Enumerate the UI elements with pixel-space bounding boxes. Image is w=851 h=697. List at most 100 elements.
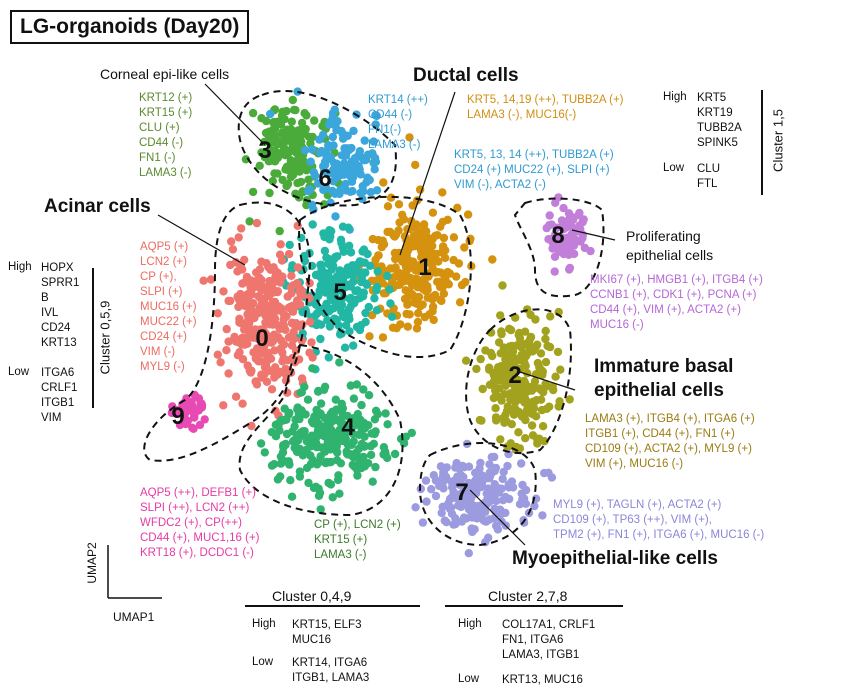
umap-point-cluster-1	[413, 317, 423, 327]
outline-ductal	[298, 195, 472, 359]
umap-point-cluster-7	[493, 525, 503, 534]
outline-cluster-2	[465, 308, 572, 455]
umap-point-cluster-0	[293, 279, 302, 288]
umap-point-cluster-4	[368, 477, 377, 486]
umap-point-cluster-1	[449, 255, 458, 265]
umap-point-cluster-3	[288, 95, 297, 105]
umap-point-cluster-1	[395, 218, 404, 227]
umap-point-cluster-2	[530, 377, 540, 386]
umap-point-cluster-6	[346, 172, 356, 181]
umap-point-cluster-6	[340, 151, 349, 160]
umap-point-cluster-0	[216, 358, 225, 367]
umap-point-cluster-7	[462, 514, 471, 523]
umap-point-cluster-1	[455, 298, 465, 307]
umap-point-cluster-7	[478, 471, 487, 480]
label-myoepithelial: Myoepithelial-like cells	[512, 548, 718, 569]
umap-point-cluster-5	[317, 260, 326, 269]
umap-point-cluster-6	[318, 130, 328, 139]
markers-ductal-b: KRT5, 13, 14 (++), TUBB2A (+) CD24 (+) M…	[454, 149, 614, 191]
umap-point-cluster-6	[329, 158, 339, 168]
umap-point-cluster-0	[255, 293, 264, 302]
umap-point-cluster-4	[314, 419, 323, 428]
umap-point-cluster-6	[328, 113, 337, 122]
umap-point-cluster-8	[568, 230, 577, 239]
umap-point-cluster-5	[337, 238, 346, 248]
umap-point-cluster-4	[407, 428, 416, 438]
outline-cluster-4	[238, 343, 404, 517]
cluster-number-8: 8	[551, 222, 564, 249]
cluster-number-7: 7	[455, 479, 468, 506]
umap-point-cluster-7	[470, 477, 479, 487]
umap-point-cluster-2	[491, 404, 500, 413]
umap-point-cluster-4	[295, 467, 305, 476]
umap-point-cluster-8	[551, 198, 560, 207]
umap-point-cluster-0	[227, 237, 236, 246]
umap-point-cluster-2	[504, 373, 513, 382]
umap-point-cluster-2	[502, 406, 512, 416]
umap-point-cluster-8	[576, 237, 585, 246]
umap-point-cluster-4	[285, 460, 294, 469]
umap-point-cluster-3	[264, 127, 274, 136]
umap-point-cluster-4	[301, 410, 310, 419]
umap-point-cluster-6	[340, 166, 349, 175]
umap-point-cluster-2	[496, 349, 505, 358]
umap-point-cluster-2	[504, 358, 513, 367]
cluster-1-5-low-genes: CLU FTL	[697, 163, 721, 190]
umap-point-cluster-1	[412, 324, 422, 333]
cluster-0-4-9-high-label: High	[252, 618, 276, 630]
umap-point-cluster-5	[346, 293, 355, 303]
umap-point-cluster-0	[286, 283, 296, 292]
umap-point-cluster-0	[252, 380, 262, 389]
umap-point-cluster-8	[545, 211, 554, 220]
umap-point-cluster-4	[289, 436, 299, 445]
umap-point-cluster-6	[344, 144, 353, 153]
umap-point-cluster-5	[315, 304, 324, 313]
umap-point-cluster-4	[371, 462, 380, 472]
umap-point-cluster-2	[541, 326, 550, 336]
umap-point-cluster-4	[300, 427, 309, 436]
umap-point-cluster-9	[183, 416, 192, 426]
umap-point-cluster-7	[431, 491, 441, 501]
umap-point-cluster-0	[268, 284, 277, 293]
umap-point-cluster-3	[304, 175, 313, 184]
umap-point-cluster-7	[449, 520, 458, 529]
umap-point-cluster-2	[492, 416, 501, 425]
umap-point-cluster-5	[372, 306, 382, 315]
cluster-0-5-9-high-genes: HOPX SPRR1 B IVL CD24 KRT13	[41, 262, 80, 349]
umap-point-cluster-3	[275, 226, 284, 236]
umap-point-cluster-0	[213, 350, 222, 359]
outline-cluster-3-6	[237, 90, 397, 207]
umap-point-cluster-3	[276, 120, 286, 129]
umap-point-cluster-2	[533, 358, 543, 368]
umap-point-cluster-6	[301, 146, 310, 155]
leader-corneal	[204, 83, 266, 146]
umap-point-cluster-2	[536, 395, 546, 404]
umap-point-cluster-0	[240, 298, 250, 308]
umap-point-cluster-4	[256, 439, 266, 448]
umap-point-cluster-4	[312, 430, 322, 439]
umap-point-cluster-7	[497, 484, 506, 493]
umap-point-cluster-8	[544, 235, 553, 244]
umap-point-cluster-0	[224, 337, 233, 346]
cluster-number-9: 9	[171, 403, 184, 430]
umap-point-cluster-5	[349, 341, 358, 350]
umap-point-cluster-7	[455, 480, 464, 489]
umap-point-cluster-3	[255, 161, 264, 170]
umap-point-cluster-4	[297, 446, 306, 455]
umap-point-cluster-2	[515, 364, 525, 374]
umap-point-cluster-1	[412, 220, 421, 229]
umap-point-cluster-3	[282, 106, 291, 116]
umap-point-cluster-7	[501, 508, 510, 518]
umap-point-cluster-0	[257, 373, 266, 382]
umap-point-cluster-2	[536, 349, 546, 358]
umap-point-cluster-5	[298, 329, 307, 338]
umap-point-cluster-2	[500, 418, 509, 427]
umap-point-cluster-2	[472, 364, 481, 374]
umap-point-cluster-4	[349, 394, 359, 403]
umap-point-cluster-3	[248, 108, 258, 118]
umap-point-cluster-0	[271, 271, 280, 281]
umap-point-cluster-0	[276, 240, 285, 249]
umap-point-cluster-1	[409, 298, 419, 307]
umap-point-cluster-0	[222, 346, 231, 355]
